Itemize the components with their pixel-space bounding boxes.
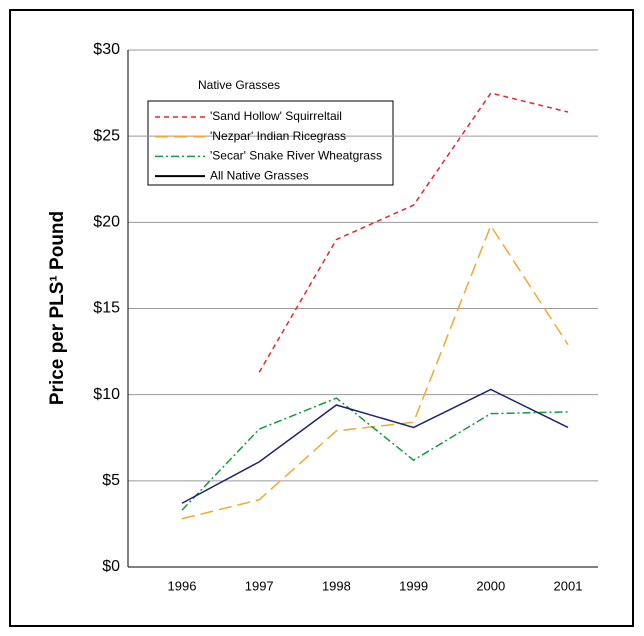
y-tick-label: $30 [93, 41, 120, 58]
legend-label: 'Sand Hollow' Squirreltail [210, 109, 342, 123]
x-tick-label: 1998 [322, 578, 351, 593]
y-tick-label: $20 [93, 214, 120, 231]
legend-title: Native Grasses [198, 78, 280, 92]
series-line [181, 388, 569, 504]
legend-label: All Native Grasses [210, 168, 309, 182]
legend-box [147, 100, 394, 186]
legend-label: 'Secar' Snake River Wheatgrass [210, 149, 382, 163]
y-tick-label: $25 [93, 127, 120, 144]
x-tick-label: 1999 [399, 578, 428, 593]
x-tick-label: 2001 [554, 578, 583, 593]
series-line [181, 224, 569, 520]
x-tick-label: 1997 [245, 578, 274, 593]
frame [9, 9, 634, 627]
y-tick-label: $15 [93, 300, 120, 317]
y-tick-label: $5 [102, 472, 120, 489]
series-line [258, 92, 569, 373]
y-axis-label: Price per PLS¹ Pound [47, 211, 68, 405]
series-line [181, 397, 569, 511]
x-tick-label: 1996 [168, 578, 197, 593]
y-tick-label: $10 [93, 386, 120, 403]
legend-label: 'Nezpar' Indian Ricegrass [210, 129, 346, 143]
y-tick-label: $0 [102, 558, 120, 575]
x-tick-label: 2000 [476, 578, 505, 593]
